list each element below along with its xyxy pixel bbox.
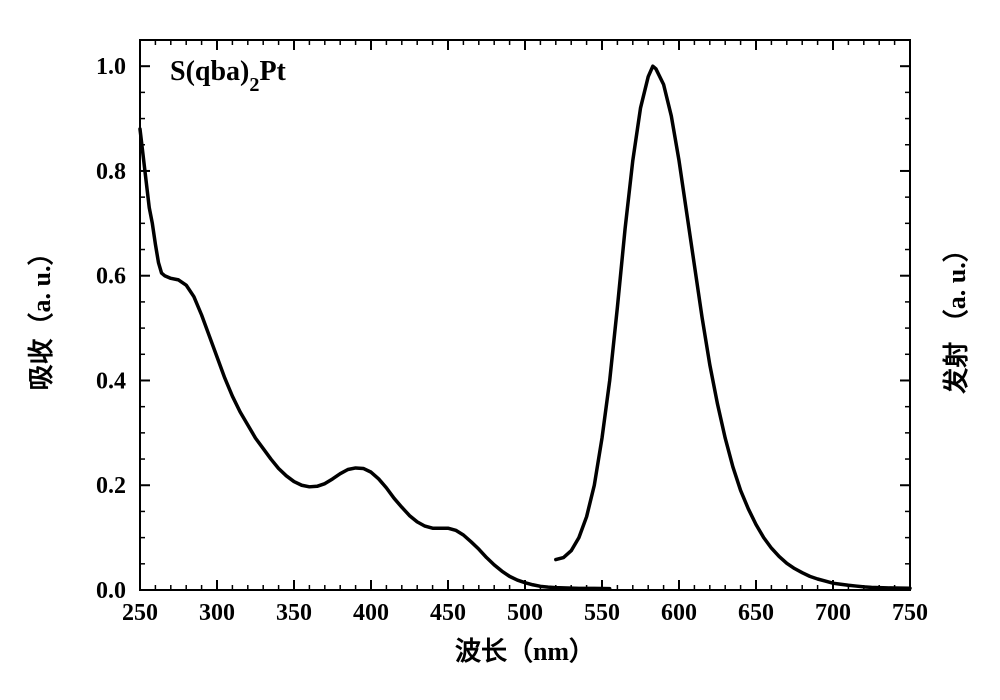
y-tick-label: 1.0 <box>96 54 126 80</box>
x-tick-label: 650 <box>738 600 774 626</box>
x-tick-label: 250 <box>122 600 158 626</box>
x-tick-label: 350 <box>276 600 312 626</box>
x-axis-label: 波长（nm） <box>455 637 595 666</box>
chart-container: 250 300 350 400 450 500 550 600 650 700 750 0.0 0.2 0… <box>0 0 1000 700</box>
x-tick-label: 750 <box>892 600 928 626</box>
plot-border <box>140 40 910 590</box>
x-tick-label: 550 <box>584 600 620 626</box>
y-axis-right-label: 发射 （a. u.） <box>941 236 971 394</box>
series-emission <box>556 66 910 588</box>
y-axis-left-label: 吸收（a. u.） <box>27 240 56 391</box>
y-tick-label: 0.4 <box>96 368 126 394</box>
x-tick-label: 450 <box>430 600 466 626</box>
x-tick-label: 700 <box>815 600 851 626</box>
x-tick-label: 500 <box>507 600 543 626</box>
legend-label: S(qba)2Pt <box>170 56 287 96</box>
y-tick-label: 0.2 <box>96 473 126 499</box>
x-tick-label: 600 <box>661 600 697 626</box>
x-tick-label: 400 <box>353 600 389 626</box>
series-absorption <box>140 129 610 589</box>
y-tick-label: 0.8 <box>96 159 126 185</box>
x-tick-label: 300 <box>199 600 235 626</box>
y-tick-label: 0.6 <box>96 264 126 290</box>
y-tick-label: 0.0 <box>96 578 126 604</box>
spectrum-chart: 250 300 350 400 450 500 550 600 650 700 750 0.0 0.2 0… <box>0 0 1000 700</box>
